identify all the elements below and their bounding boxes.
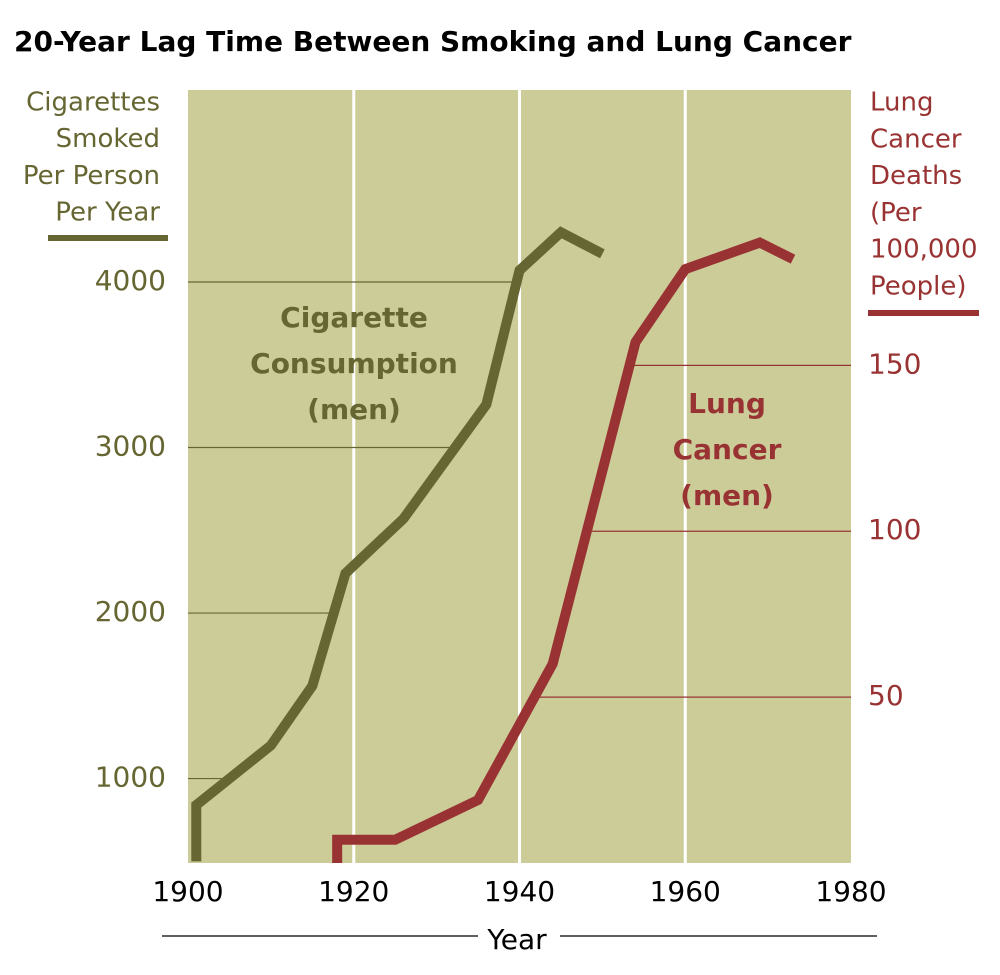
y2-axis-label: People) [870,272,967,302]
y2-tick-label: 150 [868,347,921,380]
y-tick-label: 3000 [95,430,166,463]
y-axis-label: Smoked [56,124,160,154]
series-annotation: (men) [680,479,774,512]
series-line [191,226,605,862]
series-annotation: Cigarette [280,301,428,334]
y-tick-label: 1000 [95,761,166,794]
series-annotation: Cancer [673,433,782,466]
chart-title: 20-Year Lag Time Between Smoking and Lun… [14,25,852,58]
x-axis-label: Year [486,923,547,956]
y2-axis-label: 100,000 [870,235,978,265]
y2-tick-label: 50 [868,679,904,712]
y-axis-label: Cigarettes [26,88,160,118]
y-tick-label: 4000 [95,264,166,297]
y2-axis-label: Lung [870,88,934,118]
x-tick-label: 1900 [152,875,223,908]
series-annotation: Consumption [250,347,458,380]
x-tick-label: 1920 [318,875,389,908]
y2-tick-label: 100 [868,513,921,546]
y-axis-label: Per Year [55,198,160,228]
x-tick-label: 1940 [484,875,555,908]
x-tick-label: 1960 [650,875,721,908]
series-annotation: (men) [307,393,401,426]
y2-axis-label: Cancer [870,124,962,154]
y2-axis-label: (Per [870,198,922,228]
y2-axis-label: Deaths [870,161,962,191]
series-line [332,237,796,863]
series-annotation: Lung [688,387,766,420]
x-tick-label: 1980 [815,875,886,908]
y-axis-label: Per Person [23,161,160,191]
y-tick-label: 2000 [95,595,166,628]
